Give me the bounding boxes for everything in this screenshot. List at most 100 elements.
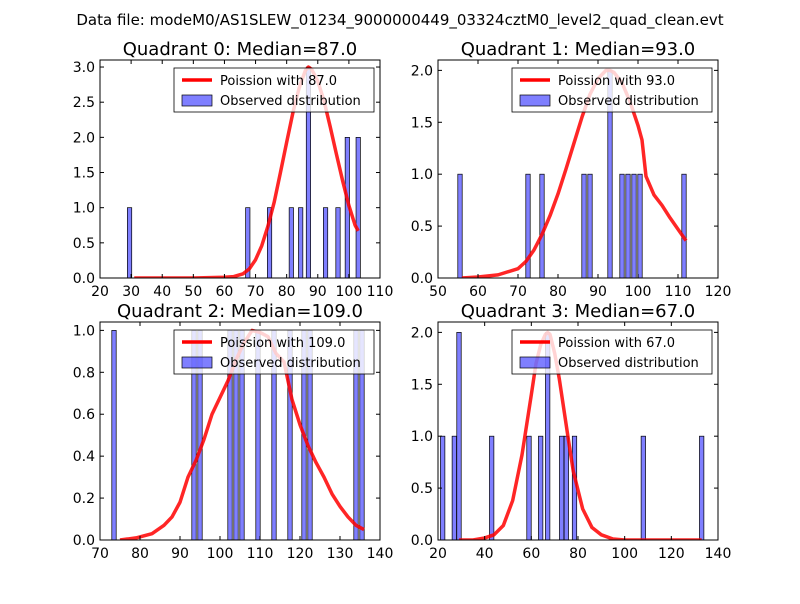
legend-bar-label-3: Observed distribution	[558, 356, 699, 371]
bar-1-10	[681, 173, 687, 279]
ytick-label-2-5: 1.0	[73, 323, 95, 339]
ytick-label-1-0: 0.0	[411, 271, 433, 287]
figure-suptitle: Data file: modeM0/AS1SLEW_01234_90000004…	[76, 11, 723, 30]
xtick-label-0-0: 20	[91, 284, 109, 300]
subplot-1: Quadrant 1: Median=93.0 50 60 70 80 90 100 110 1…	[411, 39, 732, 300]
xtick-label-0-7: 90	[309, 284, 327, 300]
subplot-title-2: Quadrant 2: Median=109.0	[117, 301, 363, 322]
ytick-label-2-4: 0.8	[73, 365, 95, 381]
bar-3-10	[640, 435, 646, 541]
legend-line-label-1: Poission with 93.0	[558, 74, 675, 89]
legend-bar-label-2: Observed distribution	[220, 356, 361, 371]
ytick-label-2-0: 0.0	[73, 533, 95, 549]
xtick-label-2-6: 130	[327, 546, 354, 562]
xtick-label-3-0: 20	[429, 546, 447, 562]
xtick-label-0-2: 40	[153, 284, 171, 300]
bar-0-3	[288, 207, 294, 279]
legend-line-label-3: Poission with 67.0	[558, 336, 675, 351]
xtick-label-1-0: 50	[429, 284, 447, 300]
bar-3-11	[699, 435, 705, 541]
ytick-label-1-3: 1.5	[411, 115, 433, 131]
bar-1-4	[587, 173, 593, 279]
xtick-label-0-9: 110	[367, 284, 394, 300]
legend-bar-swatch-2	[181, 356, 213, 369]
bar-1-3	[581, 173, 587, 279]
bar-0-9	[355, 137, 361, 279]
ytick-label-0-2: 1.0	[73, 201, 95, 217]
ytick-label-0-1: 0.5	[73, 236, 95, 252]
bar-3-1	[451, 435, 457, 541]
legend-bar-swatch-1	[519, 94, 551, 107]
bar-3-7	[559, 435, 565, 541]
bar-2-0	[111, 330, 117, 541]
subplot-title-1: Quadrant 1: Median=93.0	[461, 39, 696, 60]
bar-1-0	[457, 173, 463, 279]
xtick-label-1-5: 100	[625, 284, 652, 300]
xtick-label-2-0: 70	[91, 546, 109, 562]
ytick-label-0-4: 2.0	[73, 130, 95, 146]
bar-0-0	[127, 207, 133, 279]
subplot-2: Quadrant 2: Median=109.0 70 80 90 100 110 120 1…	[73, 301, 394, 562]
subplot-3: Quadrant 3: Median=67.0 20 40 60 80 100 120 140…	[411, 301, 732, 562]
bar-3-8	[563, 435, 569, 541]
xtick-label-0-6: 80	[278, 284, 296, 300]
ytick-label-3-0: 0.0	[411, 533, 433, 549]
xtick-label-2-3: 100	[207, 546, 234, 562]
xtick-label-1-2: 70	[509, 284, 527, 300]
subplot-0: Quadrant 0: Median=87.0 20 30 40 50 60 70 80 90 1…	[73, 39, 394, 300]
bar-1-7	[625, 173, 631, 279]
xtick-label-2-5: 120	[287, 546, 314, 562]
subplot-title-3: Quadrant 3: Median=67.0	[461, 301, 696, 322]
ytick-label-0-0: 0.0	[73, 271, 95, 287]
xtick-label-2-7: 140	[367, 546, 394, 562]
legend-bar-label-0: Observed distribution	[220, 94, 361, 109]
legend-bar-label-1: Observed distribution	[558, 94, 699, 109]
ytick-label-0-3: 1.5	[73, 166, 95, 182]
ytick-label-1-2: 1.0	[411, 167, 433, 183]
xtick-label-1-6: 110	[665, 284, 692, 300]
ytick-label-1-1: 0.5	[411, 219, 433, 235]
xtick-label-3-4: 100	[611, 546, 638, 562]
xtick-label-0-4: 60	[216, 284, 234, 300]
xtick-label-3-1: 40	[476, 546, 494, 562]
bar-1-6	[619, 173, 625, 279]
bar-0-7	[335, 207, 341, 279]
ytick-label-0-6: 3.0	[73, 60, 95, 76]
xtick-label-1-3: 80	[549, 284, 567, 300]
xtick-label-2-4: 110	[247, 546, 274, 562]
ytick-label-0-5: 2.5	[73, 95, 95, 111]
ytick-label-2-2: 0.4	[73, 449, 95, 465]
xtick-label-1-1: 60	[469, 284, 487, 300]
xtick-label-0-1: 30	[122, 284, 140, 300]
xtick-label-3-2: 60	[522, 546, 540, 562]
ytick-label-3-3: 1.5	[411, 377, 433, 393]
ytick-label-1-4: 2.0	[411, 63, 433, 79]
bar-3-2	[456, 332, 462, 541]
bar-0-4	[298, 207, 304, 279]
bar-3-3	[489, 435, 495, 541]
ytick-label-3-1: 0.5	[411, 481, 433, 497]
legend-line-label-2: Poission with 109.0	[220, 336, 345, 351]
xtick-label-2-2: 90	[171, 546, 189, 562]
axes-frame-0	[99, 59, 381, 279]
xtick-label-3-6: 140	[705, 546, 732, 562]
ytick-label-2-1: 0.2	[73, 491, 95, 507]
ytick-label-2-3: 0.6	[73, 407, 95, 423]
bar-1-8	[631, 173, 637, 279]
subplot-title-0: Quadrant 0: Median=87.0	[123, 39, 358, 60]
ytick-label-3-2: 1.0	[411, 429, 433, 445]
poisson-curve-0	[134, 65, 360, 278]
legend-bar-swatch-0	[181, 94, 213, 107]
ytick-label-3-4: 2.0	[411, 325, 433, 341]
xtick-label-0-8: 100	[336, 284, 363, 300]
legend-bar-swatch-3	[519, 356, 551, 369]
axes-frame-1	[437, 59, 719, 279]
xtick-label-3-3: 80	[569, 546, 587, 562]
bar-0-6	[323, 207, 329, 279]
bar-1-9	[637, 173, 643, 279]
bar-3-4	[526, 435, 532, 541]
xtick-label-0-5: 70	[247, 284, 265, 300]
bar-1-2	[539, 173, 545, 279]
